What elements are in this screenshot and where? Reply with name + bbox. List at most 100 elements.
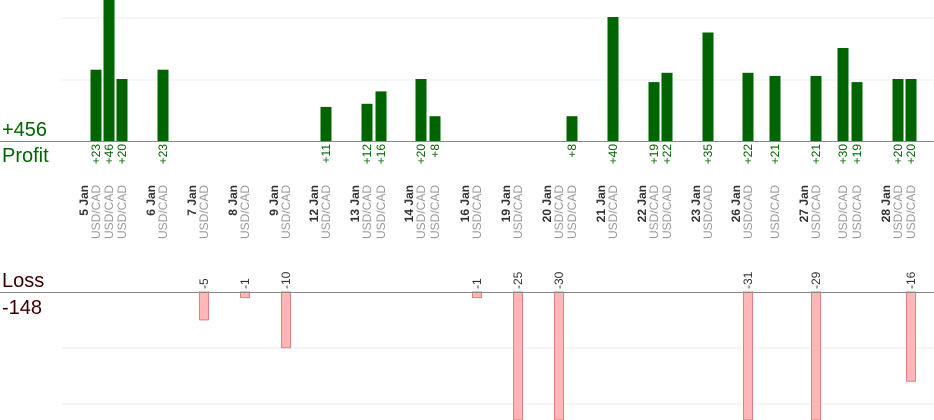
- category-pair-label: USD/CAD: [836, 185, 850, 239]
- category-pair-label: USD/CAD: [360, 185, 374, 239]
- profit-value-label: +22: [660, 144, 674, 165]
- profit-label: Profit: [2, 145, 49, 167]
- profit-bar: [742, 72, 754, 141]
- category-day-label: 26 Jan: [729, 185, 743, 222]
- category-pair-label: USD/CAD: [891, 185, 905, 239]
- profit-bar: [415, 79, 427, 141]
- profit-value-label: +20: [414, 144, 428, 165]
- loss-bar: [906, 291, 916, 382]
- category-day-label: 19 Jan: [499, 185, 513, 222]
- category-pair-label: USD/CAD: [511, 185, 525, 239]
- profit-value-label: +23: [156, 144, 170, 165]
- profit-value-label: +23: [89, 144, 103, 165]
- profit-value-label: +20: [904, 144, 918, 165]
- profit-value-label: +11: [319, 144, 333, 164]
- profit-bar: [320, 106, 332, 141]
- profit-bar: [103, 0, 115, 141]
- profit-value-label: +20: [115, 144, 129, 165]
- category-pair-label: USD/CAD: [768, 185, 782, 239]
- profit-value-label: +35: [701, 144, 715, 165]
- category-day-label: 8 Jan: [226, 185, 240, 216]
- loss-bar: [199, 291, 209, 321]
- category-day-label: 7 Jan: [185, 185, 199, 216]
- loss-bar: [811, 291, 821, 420]
- profit-bar: [429, 116, 441, 141]
- loss-label: Loss: [2, 270, 45, 292]
- bar-labels: +23 +46 +20 +23 +11 +12 +16 +20 +8 +8 +40 +19 +22 +35…: [89, 144, 918, 289]
- profit-bar: [116, 79, 128, 141]
- profit-bar: [810, 75, 822, 141]
- category-day-label: 13 Jan: [348, 185, 362, 222]
- loss-value-label: -1: [470, 278, 484, 289]
- profit-bar: [607, 17, 619, 141]
- profit-bar: [157, 69, 169, 141]
- category-day-label: 12 Jan: [307, 185, 321, 222]
- category-day-label: 6 Jan: [144, 185, 158, 216]
- loss-value-label: -5: [197, 278, 211, 289]
- profit-value-label: +12: [360, 144, 374, 165]
- profit-value-label: +21: [809, 144, 823, 165]
- loss-value-label: -30: [552, 271, 566, 289]
- loss-bar: [281, 291, 291, 349]
- loss-value-label: -31: [741, 271, 755, 289]
- profit-value-label: +8: [428, 144, 442, 158]
- loss-bar: [743, 291, 753, 420]
- profit-bar: [892, 79, 904, 141]
- profit-bar: [375, 91, 387, 141]
- category-day-label: 27 Jan: [797, 185, 811, 222]
- category-pair-label: USD/CAD: [904, 185, 918, 239]
- loss-value-label: -29: [809, 271, 823, 289]
- profit-value-label: +40: [606, 144, 620, 165]
- category-pair-label: USD/CAD: [809, 185, 823, 239]
- category-pair-label: USD/CAD: [660, 185, 674, 239]
- category-pair-label: USD/CAD: [647, 185, 661, 239]
- category-day-label: 28 Jan: [879, 185, 893, 222]
- category-pair-label: USD/CAD: [197, 185, 211, 239]
- profit-bar: [661, 72, 673, 141]
- profit-total: +456: [2, 119, 48, 141]
- category-pair-label: USD/CAD: [552, 185, 566, 239]
- category-pair-label: USD/CAD: [279, 185, 293, 239]
- profit-value-label: +30: [836, 144, 850, 165]
- profit-bar: [648, 82, 660, 141]
- profit-value-label: +46: [102, 144, 116, 165]
- gridlines: [62, 17, 934, 405]
- profit-bar: [851, 82, 863, 141]
- profit-bar: [769, 75, 781, 141]
- loss-total: -148: [2, 297, 43, 319]
- category-pair-label: USD/CAD: [565, 185, 579, 239]
- category-day-label: 21 Jan: [594, 185, 608, 222]
- profit-value-label: +21: [768, 144, 782, 165]
- category-pair-label: USD/CAD: [374, 185, 388, 239]
- loss-bar: [554, 291, 564, 420]
- profit-value-label: +22: [741, 144, 755, 165]
- profit-bar: [90, 69, 102, 141]
- axes: [0, 141, 934, 293]
- category-pair-label: USD/CAD: [606, 185, 620, 239]
- category-pair-label: USD/CAD: [850, 185, 864, 239]
- profit-value-label: +19: [647, 144, 661, 165]
- profit-bars: [90, 0, 917, 141]
- profit-bar: [361, 103, 373, 141]
- category-pair-label: USD/CAD: [319, 185, 333, 239]
- profit-bar: [837, 48, 849, 141]
- profit-bar: [566, 116, 578, 141]
- category-pair-label: USD/CAD: [470, 185, 484, 239]
- loss-value-label: -25: [511, 271, 525, 289]
- profit-bar: [702, 32, 714, 141]
- category-day-label: 23 Jan: [689, 185, 703, 222]
- category-pair-label: USD/CAD: [428, 185, 442, 239]
- loss-value-label: -10: [279, 271, 293, 289]
- category-pair-label: USD/CAD: [115, 185, 129, 239]
- category-day-label: 9 Jan: [267, 185, 281, 216]
- profit-value-label: +19: [850, 144, 864, 165]
- category-day-label: 14 Jan: [402, 185, 416, 222]
- loss-value-label: -16: [904, 271, 918, 289]
- category-pair-label: USD/CAD: [102, 185, 116, 239]
- category-pair-label: USD/CAD: [701, 185, 715, 239]
- profit-value-label: +16: [374, 144, 388, 165]
- category-pair-label: USD/CAD: [89, 185, 103, 239]
- category-pair-label: USD/CAD: [741, 185, 755, 239]
